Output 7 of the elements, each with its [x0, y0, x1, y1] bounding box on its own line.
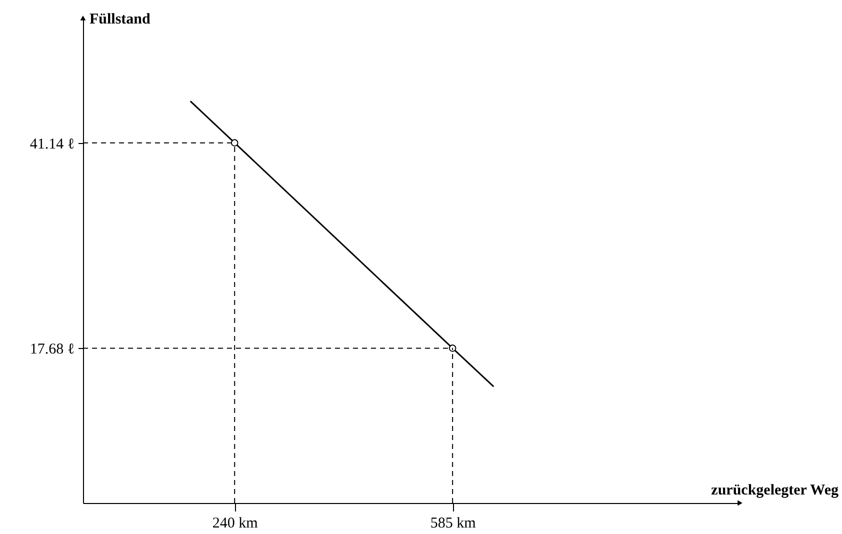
line-series	[190, 100, 494, 388]
x-axis-title: zurückgelegter Weg	[711, 482, 839, 498]
y-tick-label: 17.68 ℓ	[30, 342, 74, 358]
y-tick-label: 41.14 ℓ	[30, 136, 74, 152]
x-tick-label: 240 km	[212, 516, 258, 532]
y-axis-title: Füllstand	[90, 12, 152, 28]
x-tick-label: 585 km	[430, 516, 476, 532]
